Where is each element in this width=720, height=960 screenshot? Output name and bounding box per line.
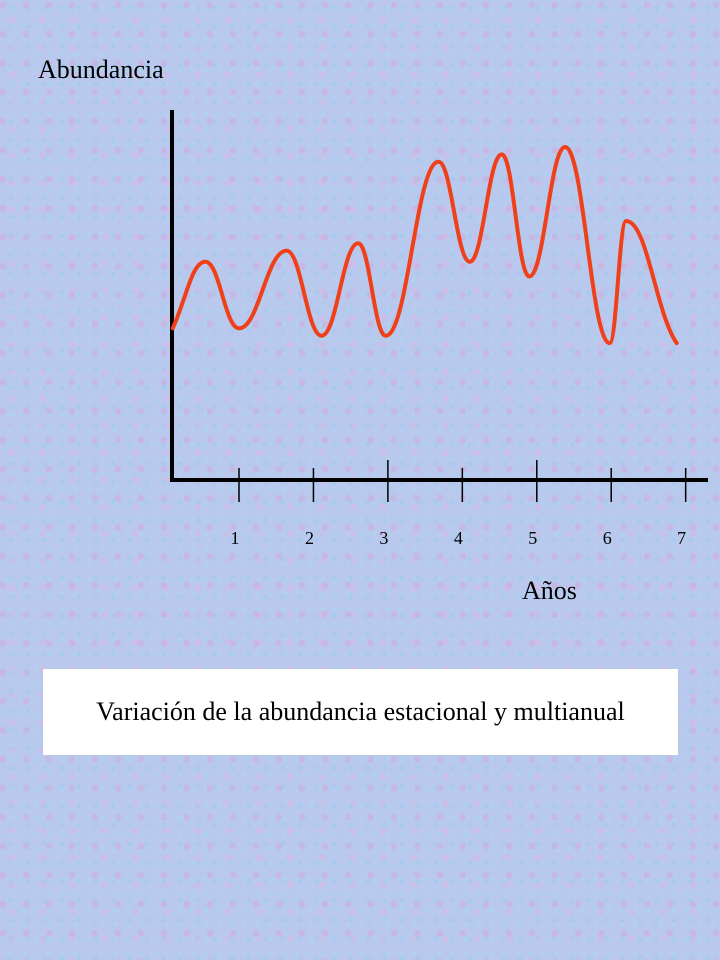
x-tick-label-5: 5 [528,528,537,548]
x-tick-label-1: 1 [231,528,240,548]
x-tick-label-2: 2 [305,528,314,548]
y-axis-label: Abundancia [38,55,164,84]
caption-text: Variación de la abundancia estacional y … [96,697,625,726]
x-tick-label-6: 6 [603,528,612,548]
x-tick-label-7: 7 [677,528,686,548]
abundance-series-line [170,145,679,346]
x-axis-label: Años [522,576,577,605]
x-tick-label-4: 4 [454,528,463,548]
x-axis-ticks: 1 2 3 4 5 6 7 [231,460,687,548]
x-tick-label-3: 3 [379,528,388,548]
caption-box: Variación de la abundancia estacional y … [43,669,678,755]
